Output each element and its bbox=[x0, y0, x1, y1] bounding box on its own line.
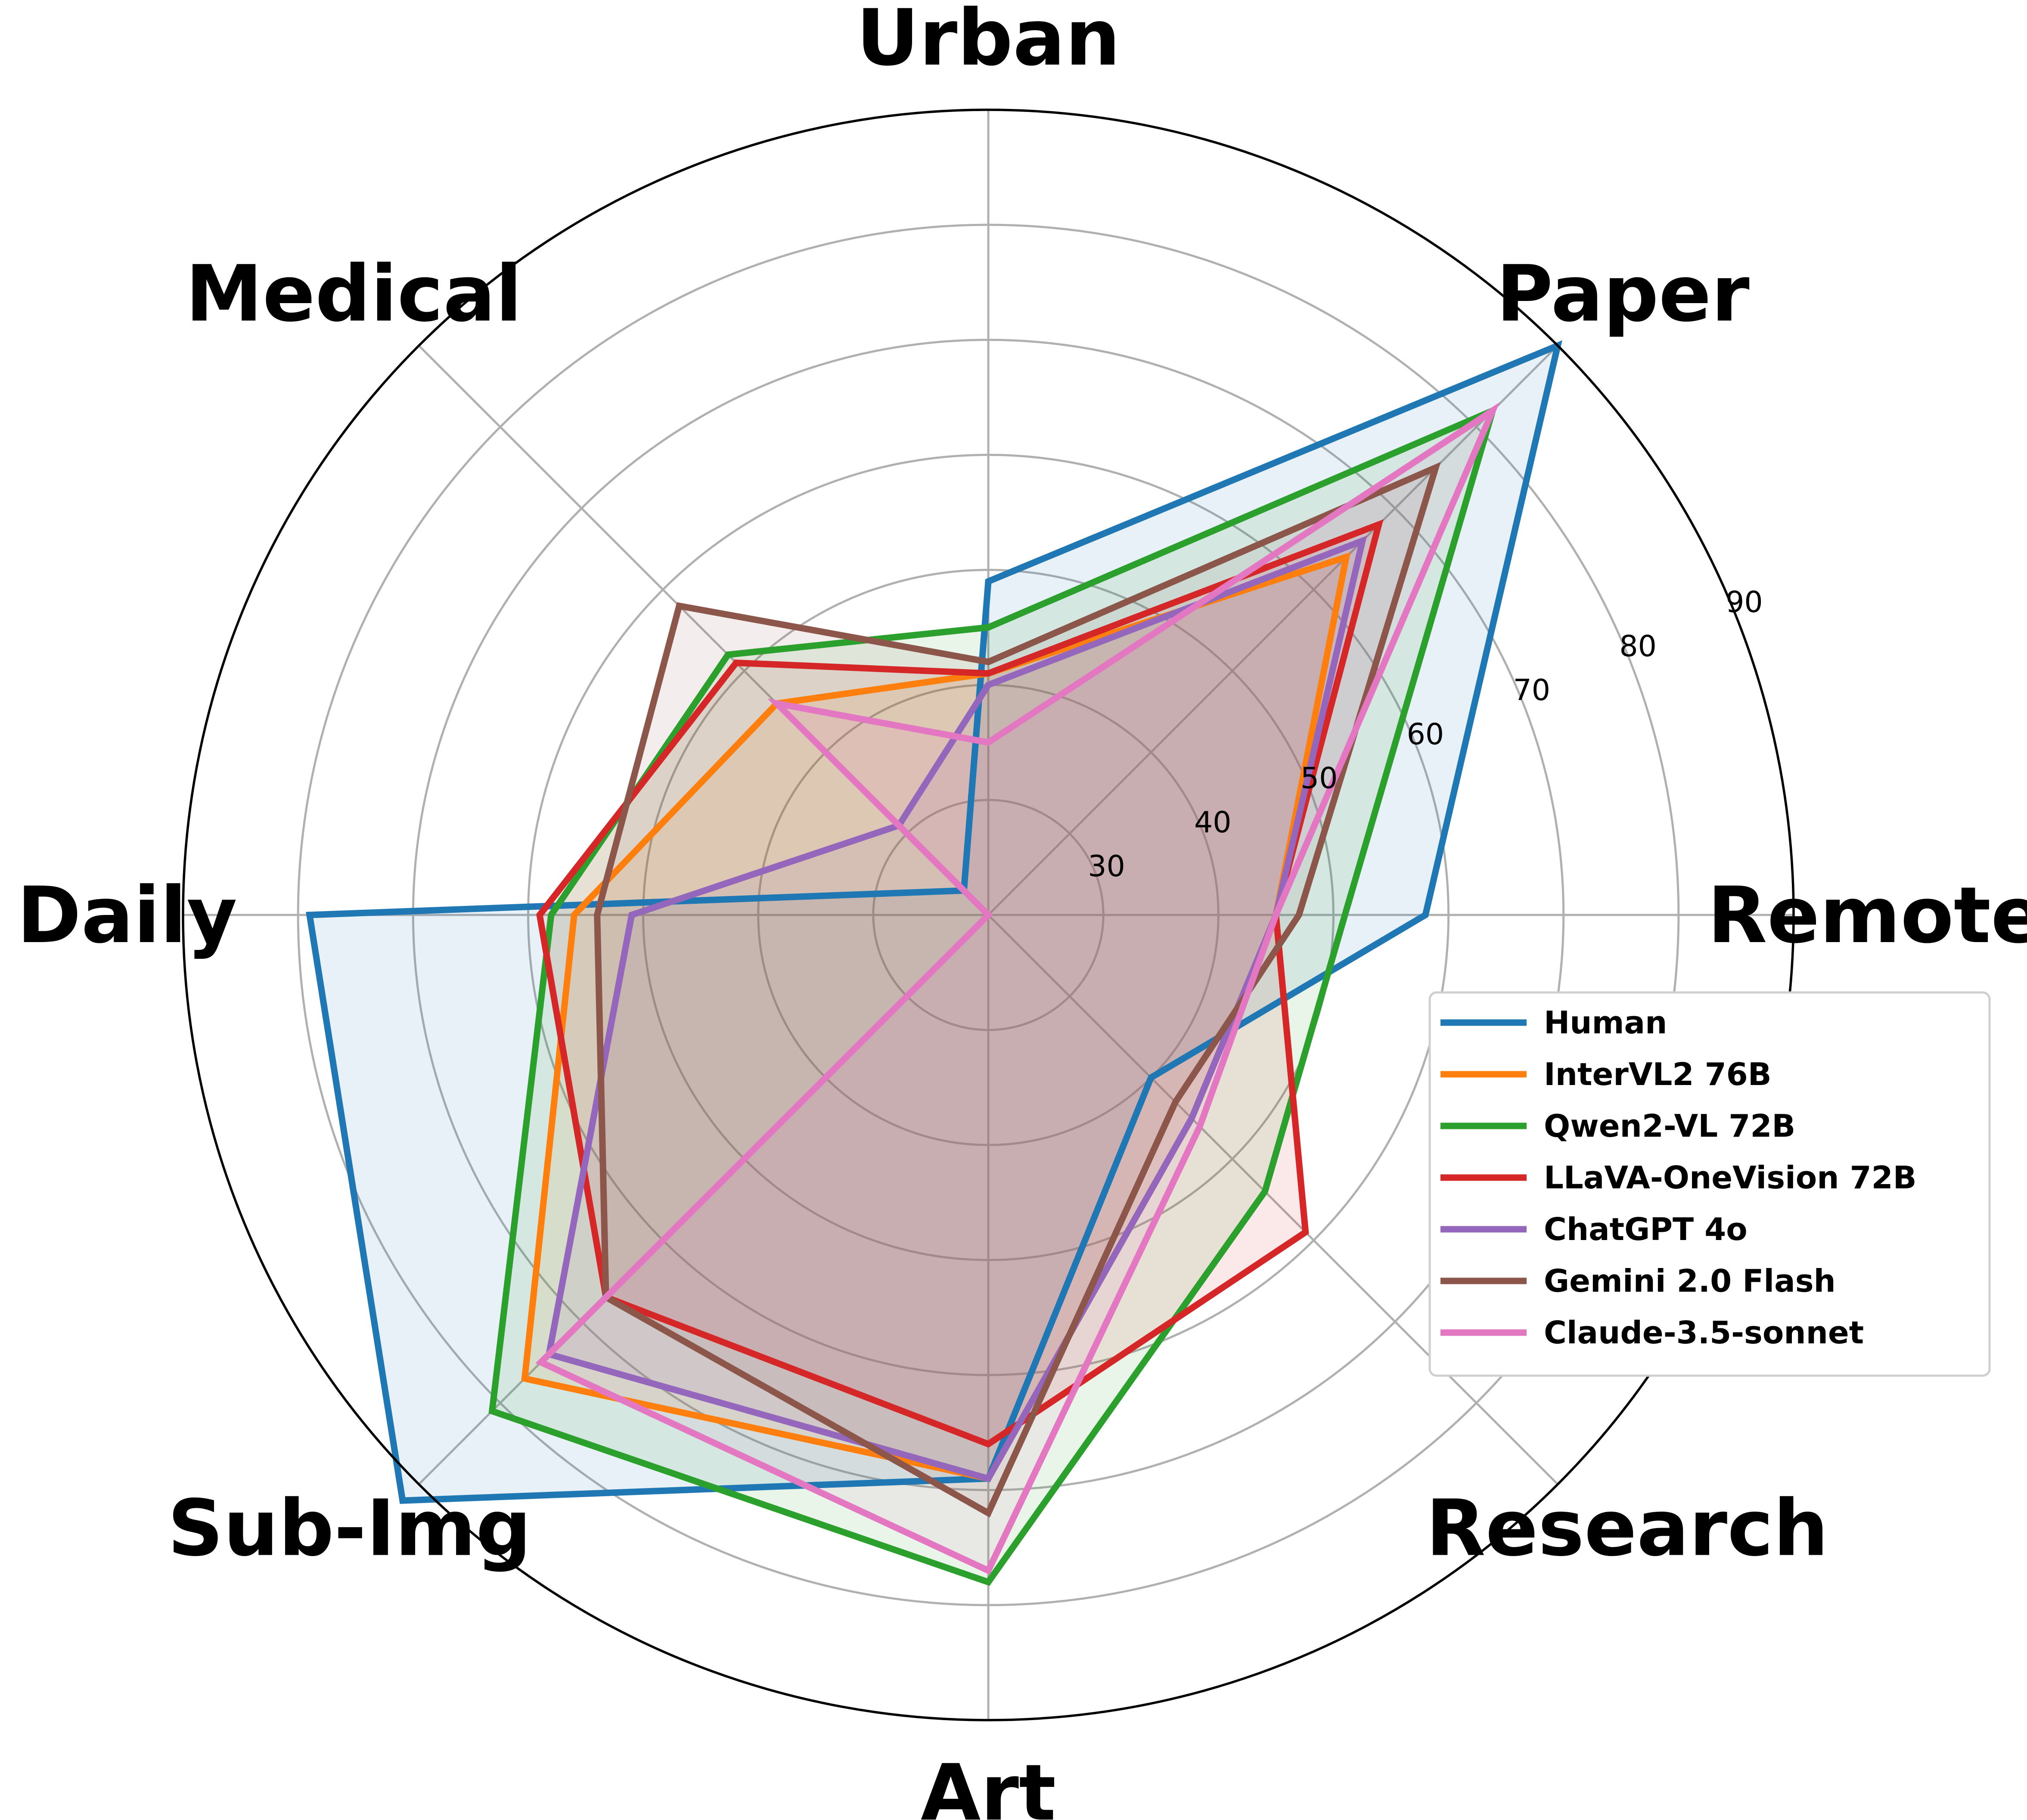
category-label-medical: Medical bbox=[186, 249, 522, 339]
radial-tick-labels: 30 40 50 60 70 80 90 bbox=[1088, 586, 1763, 884]
r-tick-label-80: 80 bbox=[1619, 629, 1657, 664]
series-line-claude-3-5-sonnet bbox=[535, 402, 1500, 1575]
outer-ring bbox=[182, 109, 1795, 1721]
category-label-sub-img: Sub-Img bbox=[168, 1484, 531, 1574]
legend: Human InterVL2 76B Qwen2-VL 72B LLaVA-OneVi… bbox=[1428, 991, 1991, 1377]
series-fill-qwen2-vl-72b bbox=[492, 410, 1493, 1582]
r-tick-label-60: 60 bbox=[1407, 717, 1444, 751]
category-label-remote: Remote bbox=[1707, 871, 2027, 961]
series-fill-human bbox=[309, 345, 1558, 1501]
legend-label-intervl2-76b: InterVL2 76B bbox=[1544, 1056, 1772, 1092]
category-label-daily: Daily bbox=[17, 871, 237, 961]
series-fill-chatgpt-4o bbox=[549, 541, 1363, 1479]
category-label-research: Research bbox=[1426, 1484, 1828, 1574]
spoke-paper bbox=[987, 344, 1559, 916]
r-tick-label-30: 30 bbox=[1088, 850, 1125, 884]
category-label-art: Art bbox=[921, 1748, 1056, 1820]
series-fill-claude-3-5-sonnet bbox=[541, 410, 1493, 1571]
legend-label-llava-onevision-72b: LLaVA-OneVision 72B bbox=[1544, 1160, 1917, 1196]
series-line-human bbox=[306, 340, 1562, 1504]
legend-label-chatgpt-4o: ChatGPT 4o bbox=[1544, 1211, 1748, 1247]
category-label-paper: Paper bbox=[1496, 249, 1749, 339]
legend-label-claude-3-5-sonnet: Claude-3.5-sonnet bbox=[1544, 1315, 1864, 1351]
r-tick-label-40: 40 bbox=[1194, 806, 1232, 840]
r-tick-label-50: 50 bbox=[1301, 762, 1338, 796]
legend-label-human: Human bbox=[1544, 1005, 1667, 1041]
series-line-gemini-2-0-flash bbox=[594, 462, 1441, 1518]
category-label-urban: Urban bbox=[856, 0, 1120, 83]
category-labels: Remote Paper Urban Medical Daily Sub-Img Art Re… bbox=[17, 0, 2027, 1820]
r-tick-label-70: 70 bbox=[1513, 673, 1551, 707]
legend-box bbox=[1428, 991, 1991, 1377]
radar-frame bbox=[182, 109, 1795, 1721]
series-fill-llava-onevision-72b bbox=[540, 524, 1379, 1444]
spoke-research bbox=[987, 914, 1559, 1485]
series-lines bbox=[306, 340, 1562, 1586]
series-line-chatgpt-4o bbox=[545, 536, 1367, 1482]
r-tick-label-90: 90 bbox=[1726, 586, 1763, 620]
legend-label-qwen2-vl-72b: Qwen2-VL 72B bbox=[1544, 1108, 1795, 1144]
series-fill-intervl2-76b bbox=[525, 557, 1347, 1479]
legend-label-gemini-2-0-flash: Gemini 2.0 Flash bbox=[1544, 1263, 1836, 1299]
